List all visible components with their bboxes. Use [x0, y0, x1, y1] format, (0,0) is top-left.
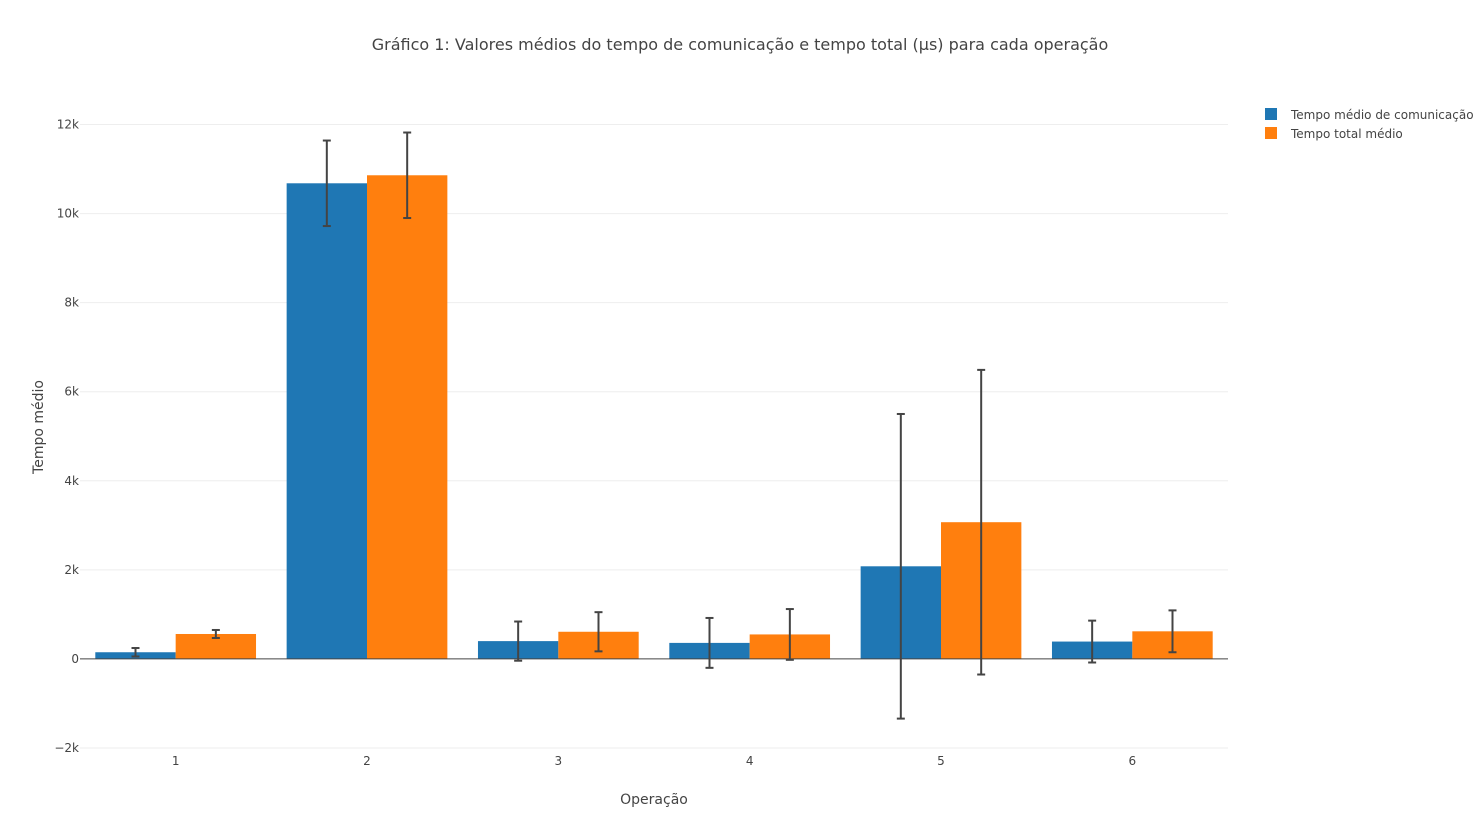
- error-bar: [1088, 619, 1097, 664]
- legend-swatch: [1265, 127, 1277, 139]
- y-tick-label: 8k: [64, 296, 79, 310]
- legend-label: Tempo total médio: [1290, 127, 1403, 141]
- error-bar: [594, 611, 603, 653]
- x-tick-label: 6: [1129, 754, 1137, 768]
- y-tick-label: 4k: [64, 474, 79, 488]
- y-tick-label: 10k: [57, 207, 79, 221]
- grid-lines: [80, 124, 1228, 749]
- error-bar: [131, 647, 140, 658]
- y-tick-labels: −2k 0 2k 4k 6k 8k 10k 12k: [54, 118, 79, 756]
- bars: [95, 175, 1213, 659]
- y-tick-label: 6k: [64, 385, 79, 399]
- legend[interactable]: Tempo médio de comunicação Tempo total m…: [1265, 108, 1474, 141]
- legend-label: Tempo médio de comunicação: [1290, 108, 1474, 122]
- y-axis-title: Tempo médio: [31, 380, 47, 475]
- y-tick-label: 12k: [57, 118, 79, 132]
- x-tick-label: 5: [937, 754, 945, 768]
- error-bar: [211, 628, 220, 639]
- chart-title: Gráfico 1: Valores médios do tempo de co…: [372, 35, 1109, 54]
- error-bar: [977, 368, 986, 676]
- legend-item-communication[interactable]: Tempo médio de comunicação: [1265, 108, 1474, 122]
- x-tick-labels: 1 2 3 4 5 6: [172, 754, 1136, 768]
- error-bar: [322, 139, 331, 228]
- x-tick-label: 1: [172, 754, 180, 768]
- y-tick-label: 0: [71, 652, 79, 666]
- y-tick-label: −2k: [54, 741, 79, 755]
- bar-total-op2[interactable]: [367, 175, 448, 659]
- error-bar: [1168, 609, 1177, 654]
- error-bar: [785, 608, 794, 661]
- x-tick-label: 3: [555, 754, 563, 768]
- error-bar: [896, 412, 905, 720]
- error-bars: [131, 131, 1177, 720]
- x-axis-title: Operação: [620, 792, 688, 808]
- y-tick-label: 2k: [64, 563, 79, 577]
- x-tick-label: 2: [363, 754, 371, 768]
- error-bar: [514, 620, 523, 662]
- bar-communication-op2[interactable]: [286, 183, 367, 659]
- error-bar: [403, 131, 412, 220]
- x-tick-label: 4: [746, 754, 754, 768]
- legend-item-total[interactable]: Tempo total médio: [1265, 127, 1403, 141]
- legend-swatch: [1265, 108, 1277, 120]
- error-bar: [705, 616, 714, 669]
